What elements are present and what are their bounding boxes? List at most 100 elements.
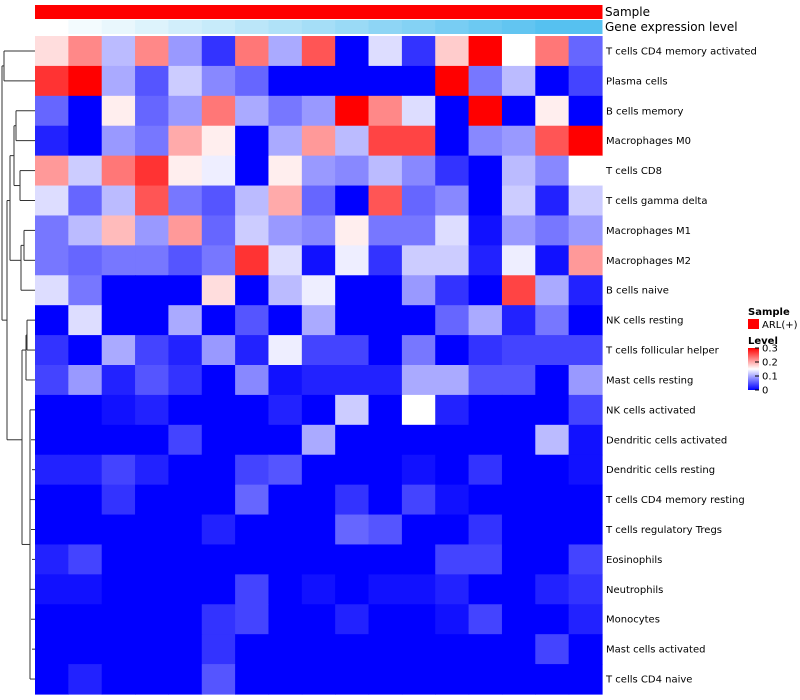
heatmap-cell (235, 155, 270, 187)
heatmap-cell (235, 185, 270, 217)
annotation-gene-expression-cell (101, 20, 136, 34)
heatmap-cell (68, 484, 103, 516)
row-label: Monocytes (606, 615, 660, 626)
heatmap-cell (535, 185, 570, 217)
heatmap-cell (68, 275, 103, 306)
row-label: Macrophages M1 (606, 226, 691, 237)
heatmap-cell (35, 36, 69, 67)
heatmap-cell (235, 604, 270, 635)
heatmap-cell (501, 245, 536, 276)
heatmap-cell (101, 365, 136, 396)
heatmap-cell (135, 65, 170, 97)
heatmap-cell (501, 155, 536, 187)
heatmap-cell (401, 424, 436, 456)
heatmap-cell (468, 95, 503, 127)
heatmap-cell (568, 634, 603, 665)
heatmap-cell (201, 484, 236, 516)
heatmap-cell (368, 634, 403, 665)
heatmap-cell (535, 245, 570, 276)
heatmap-cell (201, 454, 236, 486)
row-label: Dendritic cells resting (606, 465, 715, 476)
heatmap-cell (201, 275, 236, 306)
heatmap-cell (301, 454, 336, 486)
heatmap-cell (401, 664, 436, 695)
heatmap-cell (535, 125, 570, 157)
heatmap-cell (535, 365, 570, 396)
heatmap-cell (301, 275, 336, 306)
heatmap-cell (101, 125, 136, 157)
heatmap-cell (401, 604, 436, 635)
heatmap-cell (368, 454, 403, 486)
heatmap-cell (68, 305, 103, 336)
heatmap-cell (35, 155, 69, 187)
heatmap-cell (201, 574, 236, 605)
annotation-sample-cell (135, 5, 169, 19)
annotation-gene-expression-cell (201, 20, 236, 34)
heatmap-cell (201, 604, 236, 635)
heatmap-cell (101, 305, 136, 336)
annotation-gene-expression-cell (35, 20, 69, 34)
heatmap-cell (235, 65, 270, 97)
heatmap-cell (535, 215, 570, 246)
heatmap-cell (435, 185, 470, 217)
heatmap-cell (301, 36, 336, 67)
heatmap-cell (101, 484, 136, 516)
heatmap-cell (501, 544, 536, 575)
heatmap-cell (335, 514, 370, 546)
heatmap-cell (135, 544, 170, 575)
annotation-gene-expression-cell (368, 20, 403, 34)
heatmap-cell (268, 365, 303, 396)
heatmap-cell (568, 305, 603, 336)
row-label: Plasma cells (606, 76, 668, 87)
heatmap-cell (168, 185, 203, 217)
heatmap-cell (468, 604, 503, 635)
heatmap-cell (535, 424, 570, 456)
heatmap-cell (368, 125, 403, 157)
heatmap-cell (468, 65, 503, 97)
legend: Sample ARL(+) Level 0.3 0.2 0.1 0 (748, 307, 798, 397)
heatmap-cell (101, 454, 136, 486)
heatmap-cell (501, 365, 536, 396)
heatmap-cell (35, 544, 69, 575)
annotation-sample-cell (435, 5, 470, 19)
heatmap-cell (101, 424, 136, 456)
heatmap-cell (168, 484, 203, 516)
heatmap-cell (401, 574, 436, 605)
annotation-sample-cell (568, 5, 603, 19)
heatmap-cell (501, 514, 536, 546)
heatmap-cell (501, 125, 536, 157)
heatmap-cell (468, 36, 503, 67)
heatmap-cell (368, 365, 403, 396)
annotation-gene-expression-cell (435, 20, 470, 34)
legend-level-tick-label: 0.1 (762, 372, 778, 383)
heatmap-cell (301, 574, 336, 605)
heatmap-cell (301, 365, 336, 396)
heatmap-cell (268, 185, 303, 217)
heatmap-cell (235, 365, 270, 396)
heatmap-cell (435, 574, 470, 605)
heatmap-cell (501, 424, 536, 456)
heatmap-cell (335, 305, 370, 336)
heatmap-cell (468, 634, 503, 665)
heatmap-cell (568, 484, 603, 516)
heatmap-cell (501, 394, 536, 426)
legend-level-tick-label: 0 (762, 386, 768, 397)
row-label: T cells CD4 naive (605, 675, 692, 686)
heatmap-cell (201, 394, 236, 426)
heatmap-cell (501, 664, 536, 695)
heatmap-cell (368, 95, 403, 127)
heatmap-cell (301, 125, 336, 157)
heatmap-cell (301, 664, 336, 695)
heatmap-cell (168, 454, 203, 486)
heatmap-cell (468, 335, 503, 366)
heatmap-cell (435, 514, 470, 546)
heatmap-cell (168, 125, 203, 157)
annotation-sample-cell (201, 5, 236, 19)
heatmap-cell (168, 65, 203, 97)
heatmap-cell (235, 634, 270, 665)
heatmap-cell (301, 394, 336, 426)
heatmap-cell (201, 65, 236, 97)
heatmap-cell (535, 305, 570, 336)
heatmap-cell (301, 335, 336, 366)
heatmap-cell (101, 604, 136, 635)
